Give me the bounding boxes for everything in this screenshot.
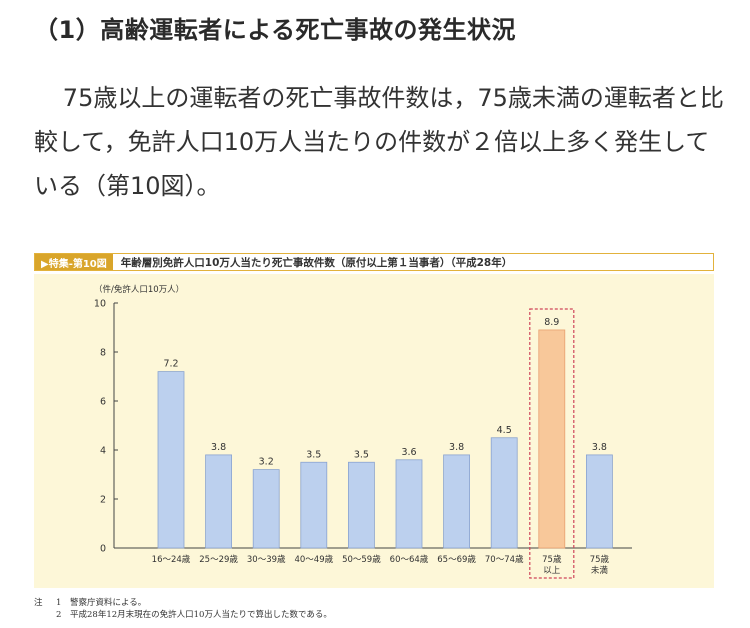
note-row: 2 平成28年12月末現在の免許人口10万人当たりで算出した数である。 (34, 609, 332, 621)
x-tick-label: 以上 (543, 566, 561, 576)
data-label: 3.5 (354, 449, 369, 460)
x-tick-label: 25～29歳 (199, 554, 238, 565)
note-head: 注 (34, 598, 43, 608)
x-tick-label: 50～59歳 (342, 554, 381, 565)
note-number: 1 (56, 598, 62, 608)
data-label: 3.8 (449, 442, 464, 453)
data-label: 8.9 (544, 317, 559, 328)
x-tick-label: 75歳 (590, 554, 610, 565)
y-tick-label: 10 (94, 299, 106, 310)
bar (443, 454, 471, 549)
data-label: 3.5 (306, 449, 321, 460)
x-tick-label: 未満 (591, 565, 609, 576)
bar (395, 459, 423, 549)
highlight-box (529, 308, 575, 579)
x-tick-label: 16～24歳 (152, 554, 191, 565)
note-number: 2 (56, 610, 62, 620)
bar (586, 454, 613, 549)
bar (490, 437, 518, 549)
y-tick-label: 6 (100, 397, 106, 408)
notes: 注 1 警察庁資料による。 2 平成28年12月末現在の免許人口10万人当たりで… (34, 597, 332, 621)
figure-header: ▶特集-第10図 年齢層別免許人口10万人当たり死亡事故件数（原付以上第１当事者… (34, 253, 714, 271)
y-axis-label: （件/免許人口10万人） (94, 284, 184, 295)
body-paragraph: 75歳以上の運転者の死亡事故件数は，75歳未満の運転者と比較して，免許人口10万… (34, 76, 724, 208)
x-tick-label: 75歳 (542, 554, 562, 565)
note-text: 平成28年12月末現在の免許人口10万人当たりで算出した数である。 (70, 610, 332, 620)
data-label: 4.5 (497, 425, 512, 436)
y-tick-label: 2 (100, 495, 106, 506)
x-tick-label: 65～69歳 (437, 554, 476, 565)
figure-label: ▶特集-第10図 (35, 254, 113, 270)
section-heading: （1）高齢運転者による死亡事故の発生状況 (34, 16, 516, 44)
x-tick-label: 70～74歳 (485, 554, 524, 565)
bar-chart: （件/免許人口10万人） 0 2 4 6 8 10 7.2 16～24歳 3.8 25～29歳 3.2… (94, 284, 632, 579)
x-tick-label: 60～64歳 (390, 554, 429, 565)
data-label: 3.6 (401, 447, 416, 458)
data-label: 7.2 (163, 359, 178, 370)
bar (300, 461, 328, 549)
bar (538, 329, 566, 549)
x-tick-label: 30～39歳 (247, 554, 286, 565)
data-label: 3.8 (592, 442, 607, 453)
y-tick-label: 8 (100, 348, 106, 359)
x-tick-label: 40～49歳 (294, 554, 333, 565)
paragraph-text: 75歳以上の運転者の死亡事故件数は，75歳未満の運転者と比較して，免許人口10万… (34, 84, 724, 200)
note-text: 警察庁資料による。 (70, 598, 147, 608)
figure-title: 年齢層別免許人口10万人当たり死亡事故件数（原付以上第１当事者）（平成28年） (120, 256, 513, 269)
bar (205, 454, 233, 549)
note-row: 注 1 警察庁資料による。 (34, 597, 332, 609)
bar (347, 461, 375, 549)
y-tick-label: 4 (100, 446, 106, 457)
bar (157, 371, 185, 549)
data-label: 3.8 (211, 442, 226, 453)
chart-panel: （件/免許人口10万人） 0 2 4 6 8 10 7.2 16～24歳 3.8 25～29歳 3.2… (34, 274, 714, 588)
bar (252, 469, 280, 549)
data-label: 3.2 (259, 457, 274, 468)
y-tick-label: 0 (100, 544, 106, 555)
